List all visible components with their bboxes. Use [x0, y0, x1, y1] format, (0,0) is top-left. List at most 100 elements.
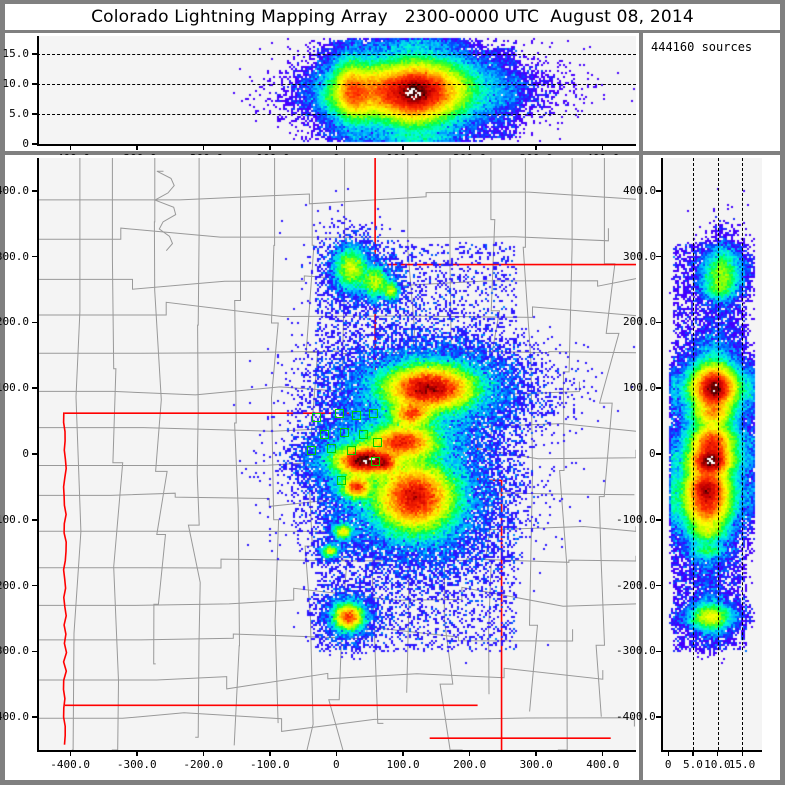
lma-station-marker: [351, 411, 361, 421]
map-x-ticklabel: 0: [333, 758, 340, 771]
right-x-axis: [661, 750, 762, 752]
map-y-ticklabel: -100.0: [0, 512, 29, 526]
top-y-ticklabel: 10.0: [2, 77, 30, 90]
source-count-label: 444160 sources: [651, 40, 753, 54]
lma-station-marker: [326, 444, 336, 454]
title-bar: Colorado Lightning Mapping Array 2300-00…: [5, 4, 780, 30]
map-y-ticklabel: 100.0: [0, 381, 29, 395]
right-x-ticklabel: 10.0: [704, 758, 731, 771]
top-x-tick: [535, 144, 537, 150]
map-x-tick: [69, 750, 72, 756]
map-x-ticklabel: 100.0: [386, 758, 420, 771]
map-y-ticklabel: 400.0: [0, 183, 29, 197]
map-x-ticklabel: -100.0: [249, 758, 290, 771]
map-y-tick: [32, 650, 38, 653]
map-x-tick: [136, 750, 138, 756]
map-plot-area: [37, 158, 636, 750]
right-y-ticklabel: -400.0: [616, 710, 656, 724]
right-x-tick: [667, 750, 670, 756]
map-source-density-canvas: [37, 158, 636, 750]
map-x-tick: [269, 750, 271, 756]
right-y-ticklabel: -200.0: [616, 578, 656, 592]
map-y-ticklabel: 300.0: [0, 249, 29, 263]
map-x-tick: [468, 750, 471, 756]
map-y-tick: [32, 519, 38, 521]
right-y-ticklabel: 400.0: [623, 183, 657, 197]
right-y-ticklabel: -300.0: [616, 644, 656, 658]
top-x-tick: [601, 144, 604, 150]
top-x-tick: [335, 144, 338, 150]
right-plot-area: [661, 158, 762, 750]
right-y-tick: [656, 716, 662, 718]
right-y-tick: [656, 650, 662, 653]
page-title: Colorado Lightning Mapping Array 2300-00…: [91, 7, 694, 27]
map-y-ticklabel: 0: [22, 447, 29, 460]
map-y-tick: [32, 716, 38, 718]
top-y-ticklabel: 15.0: [2, 47, 30, 60]
map-x-ticklabel: 400.0: [586, 758, 620, 771]
altitude-vs-east-west-panel: 05.010.015.0-400.0-300.0-200.0-100.00100…: [2, 33, 639, 165]
right-y-tick: [656, 321, 662, 324]
map-y-tick: [32, 321, 38, 324]
top-y-axis: [37, 36, 39, 144]
map-y-tick: [32, 255, 38, 258]
top-y-tick: [32, 53, 38, 55]
map-y-tick: [32, 453, 38, 455]
top-x-tick: [136, 144, 138, 150]
right-y-ticklabel: -100.0: [616, 512, 656, 526]
top-y-tick: [32, 113, 38, 115]
map-y-tick: [32, 584, 38, 587]
map-y-ticklabel: -200.0: [0, 578, 29, 592]
right-y-ticklabel: 200.0: [623, 315, 657, 329]
map-y-ticklabel: -400.0: [0, 710, 29, 724]
top-x-tick: [468, 144, 471, 150]
top-gridline: [37, 84, 636, 85]
lma-station-marker: [368, 408, 378, 418]
right-x-ticklabel: 0: [664, 758, 672, 771]
right-source-density-canvas: [661, 158, 762, 750]
right-y-tick: [656, 255, 662, 258]
map-x-ticklabel: -200.0: [183, 758, 224, 771]
lma-station-marker: [370, 457, 380, 467]
map-y-tick: [32, 190, 38, 192]
top-x-tick: [269, 144, 271, 150]
map-x-ticklabel: 300.0: [519, 758, 553, 771]
top-gridline: [37, 114, 636, 115]
north-south-vs-altitude-panel: 400.0 300.0 200.0 100.0 0 -100.0 -200.0 -300.0 -…: [616, 155, 780, 780]
lma-station-marker: [337, 475, 347, 485]
map-x-tick: [535, 750, 537, 756]
right-x-tick: [741, 750, 744, 756]
right-x-ticklabel: 5.0: [683, 758, 703, 771]
right-gridline: [717, 158, 719, 750]
lma-station-marker: [335, 408, 345, 418]
lma-station-marker: [320, 429, 330, 439]
source-count-panel: 444160 sources: [643, 33, 780, 151]
right-x-tick: [692, 750, 694, 756]
right-y-tick: [656, 453, 662, 455]
lma-station-marker: [358, 429, 368, 439]
map-x-ticklabel: 200.0: [453, 758, 487, 771]
top-x-tick: [69, 144, 72, 150]
right-y-tick: [656, 584, 662, 587]
map-y-ticklabel: -300.0: [0, 644, 29, 658]
top-y-ticklabel: 5.0: [9, 107, 29, 120]
right-y-tick: [656, 387, 662, 389]
map-y-ticklabel: 200.0: [0, 315, 29, 329]
right-y-tick: [656, 519, 662, 521]
map-y-tick: [32, 387, 38, 389]
map-x-ticklabel: -300.0: [116, 758, 157, 771]
top-y-tick: [32, 143, 38, 145]
top-y-ticklabel: 0: [22, 137, 29, 150]
right-gridline: [742, 158, 744, 750]
plan-view-map-panel: 400.0 300.0 200.0 100.0 0 -100.0 -200.0 -300.0 -…: [0, 155, 639, 780]
map-x-tick: [202, 750, 205, 756]
map-x-tick: [601, 750, 604, 756]
right-gridline: [693, 158, 695, 750]
map-x-tick: [335, 750, 338, 756]
top-x-tick: [402, 144, 404, 150]
right-x-tick: [716, 750, 719, 756]
top-y-tick: [32, 83, 38, 85]
top-x-tick: [202, 144, 205, 150]
lma-station-marker: [373, 437, 383, 447]
